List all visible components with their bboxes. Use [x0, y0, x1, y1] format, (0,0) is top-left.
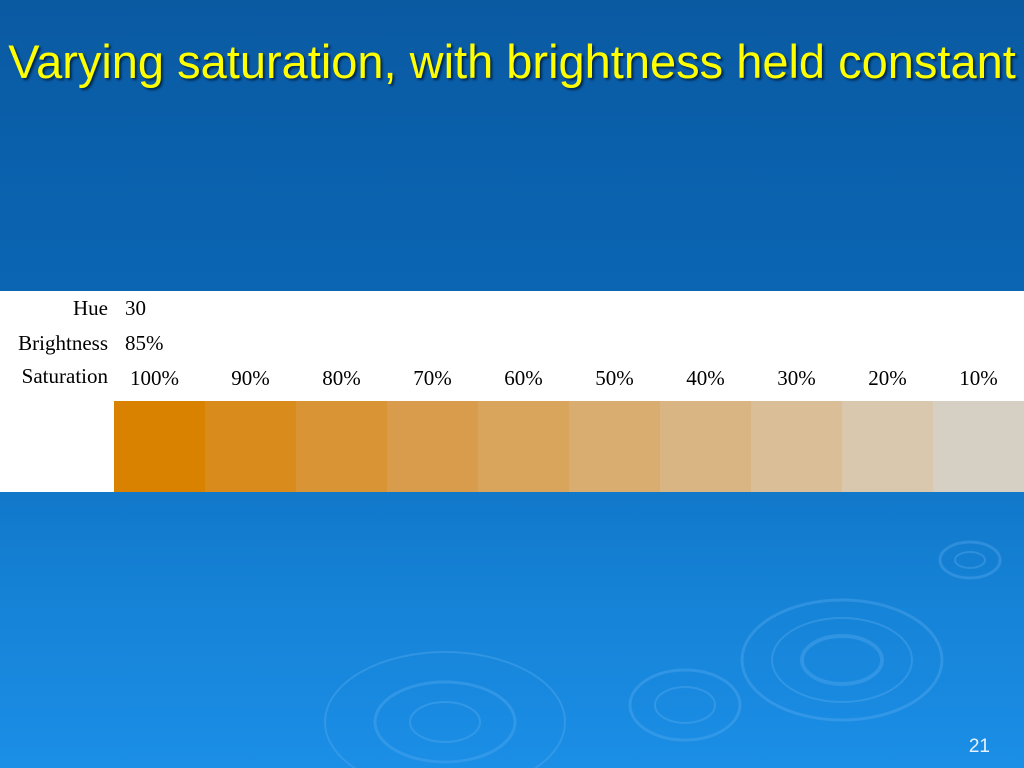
saturation-label: 70% — [413, 366, 452, 390]
ripple — [740, 598, 944, 722]
saturation-label: 50% — [595, 366, 634, 390]
slide-number: 21 — [968, 736, 990, 757]
saturation-label: 80% — [322, 366, 361, 390]
saturation-label: 40% — [686, 366, 725, 390]
saturation-label: 30% — [777, 366, 816, 390]
color-swatch — [933, 401, 1024, 492]
color-swatch — [478, 401, 569, 492]
ripple — [954, 551, 986, 569]
row-label: Brightness — [18, 331, 108, 355]
ripple — [409, 701, 481, 743]
row-value: 30 — [125, 296, 146, 320]
ripple — [324, 651, 566, 768]
row-value: 85% — [125, 331, 164, 355]
color-swatch — [660, 401, 751, 492]
color-swatch — [842, 401, 933, 492]
ripple — [938, 540, 1002, 580]
ripple — [800, 634, 884, 686]
ripple — [628, 668, 742, 742]
saturation-label: 90% — [231, 366, 270, 390]
ripple — [654, 686, 716, 724]
saturation-label: 10% — [959, 366, 998, 390]
ripple — [771, 617, 913, 703]
color-swatch — [205, 401, 296, 492]
slide-title: Varying saturation, with brightness held… — [8, 35, 1016, 88]
color-swatch — [114, 401, 205, 492]
ripple — [373, 680, 517, 764]
saturation-label: 100% — [130, 366, 179, 390]
color-swatch — [569, 401, 660, 492]
color-swatch — [751, 401, 842, 492]
saturation-label: 60% — [504, 366, 543, 390]
color-swatch — [387, 401, 478, 492]
saturation-label: 20% — [868, 366, 907, 390]
color-table: Hue 30 Brightness 85% Saturation 100% 90%… — [0, 291, 1024, 492]
row-label: Hue — [73, 296, 108, 320]
color-swatch — [296, 401, 387, 492]
row-label: Saturation — [21, 364, 108, 388]
